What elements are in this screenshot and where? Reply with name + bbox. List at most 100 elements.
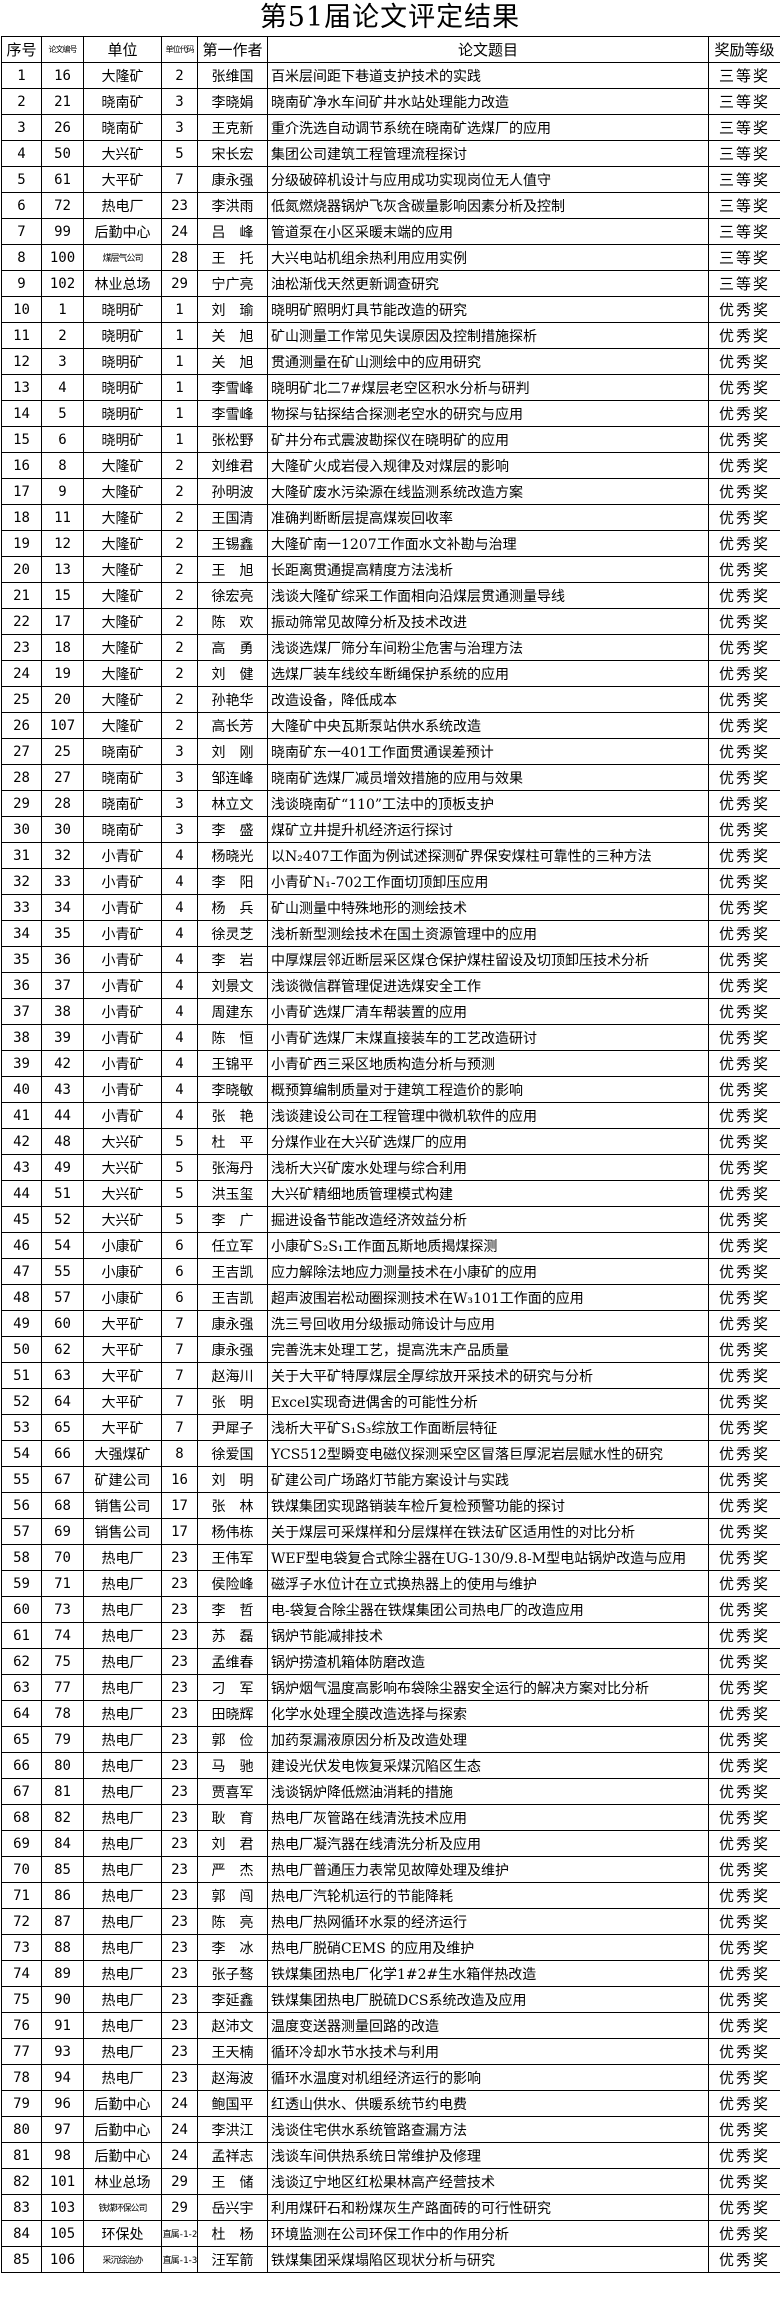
unit-code-cell: 1 — [161, 400, 198, 427]
paper-title-cell: 铁煤集团实现路销装车检斤复检预警功能的探讨 — [267, 1492, 709, 1519]
author-cell: 侯险峰 — [197, 1570, 268, 1597]
unit-code-cell: 2 — [161, 608, 198, 635]
table-row: 84 105 环保处 直属-1-2 杜 杨环境监测在公司环保工作中的作用分析 优秀奖 — [1, 2220, 780, 2247]
table-row: 42 48 大兴矿 5 杜 平分煤作业在大兴矿选煤厂的应用 优秀奖 — [1, 1128, 780, 1155]
unit-cell: 大隆矿 — [83, 478, 162, 505]
author-cell: 杜 平 — [197, 1128, 268, 1155]
award-cell: 优秀奖 — [708, 1570, 780, 1597]
paper-title-cell: 浅谈车间供热系统日常维护及修理 — [267, 2142, 709, 2169]
paper-no-cell: 42 — [41, 1050, 84, 1077]
column-header-paper-no: 论文编号 — [41, 36, 84, 63]
author-cell: 李 冰 — [197, 1934, 268, 1961]
table-row: 47 55 小康矿 6 王吉凯 应力解除法地应力测量技术在小康矿的应用 优秀奖 — [1, 1258, 780, 1285]
paper-title-cell: 小康矿S₂S₁工作面瓦斯地质揭煤探测 — [267, 1232, 709, 1259]
paper-no-cell: 1 — [41, 296, 84, 323]
author-cell: 陈 欢 — [197, 608, 268, 635]
unit-cell: 热电厂 — [83, 1596, 162, 1623]
award-cell: 优秀奖 — [708, 1388, 780, 1415]
serial-cell: 18 — [1, 504, 42, 531]
paper-no-cell: 69 — [41, 1518, 84, 1545]
header-row: 序号 论文编号 单位 单位代码 第一作者 论文题目 奖励等级 — [1, 36, 780, 63]
results-table-body: 1 16 大隆矿 2 张维国 百米层间距下巷道支护技术的实践 三等奖 2 21 晓南矿 3 李晓娟 晓南… — [1, 62, 780, 2273]
paper-title-cell: 应力解除法地应力测量技术在小康矿的应用 — [267, 1258, 709, 1285]
unit-cell: 采沉综治办 — [83, 2246, 162, 2273]
award-cell: 优秀奖 — [708, 426, 780, 453]
award-cell: 优秀奖 — [708, 1960, 780, 1987]
author-cell: 刘景文 — [197, 972, 268, 999]
table-row: 20 13 大隆矿 2 王 旭长距离贯通提高精度方法浅析 优秀奖 — [1, 556, 780, 583]
serial-cell: 33 — [1, 894, 42, 921]
award-cell: 优秀奖 — [708, 1362, 780, 1389]
paper-title-cell: 改造设备，降低成本 — [267, 686, 709, 713]
serial-cell: 60 — [1, 1596, 42, 1623]
unit-code-cell: 4 — [161, 868, 198, 895]
unit-code-cell: 17 — [161, 1518, 198, 1545]
table-row: 32 33 小青矿 4 李 阳小青矿N₁-702工作面切顶卸压应用 优秀奖 — [1, 868, 780, 895]
unit-cell: 热电厂 — [83, 1544, 162, 1571]
paper-title-cell: 重介洗选自动调节系统在晓南矿选煤厂的应用 — [267, 114, 709, 141]
unit-code-cell: 5 — [161, 140, 198, 167]
award-cell: 优秀奖 — [708, 1154, 780, 1181]
unit-code-cell: 2 — [161, 634, 198, 661]
award-cell: 优秀奖 — [708, 1128, 780, 1155]
author-cell: 赵海川 — [197, 1362, 268, 1389]
table-row: 80 97 后勤中心 24 李洪江 浅谈住宅供水系统管路查漏方法 优秀奖 — [1, 2116, 780, 2143]
paper-no-cell: 12 — [41, 530, 84, 557]
author-cell: 贾喜军 — [197, 1778, 268, 1805]
paper-no-cell: 38 — [41, 998, 84, 1025]
table-row: 38 39 小青矿 4 陈 恒小青矿选煤厂末煤直接装车的工艺改造研讨 优秀奖 — [1, 1024, 780, 1051]
author-cell: 孟祥志 — [197, 2142, 268, 2169]
paper-title-cell: 大兴电站机组余热利用应用实例 — [267, 244, 709, 271]
award-cell: 优秀奖 — [708, 1206, 780, 1233]
table-row: 41 44 小青矿 4 张 艳浅谈建设公司在工程管理中微机软件的应用 优秀奖 — [1, 1102, 780, 1129]
award-cell: 优秀奖 — [708, 1544, 780, 1571]
serial-cell: 10 — [1, 296, 42, 323]
paper-no-cell: 17 — [41, 608, 84, 635]
table-row: 59 71 热电厂 23 侯险峰 磁浮子水位计在立式换热器上的使用与维护 优秀奖 — [1, 1570, 780, 1597]
paper-no-cell: 51 — [41, 1180, 84, 1207]
paper-no-cell: 30 — [41, 816, 84, 843]
unit-cell: 晓明矿 — [83, 348, 162, 375]
unit-code-cell: 23 — [161, 1908, 198, 1935]
unit-code-cell: 4 — [161, 998, 198, 1025]
table-row: 72 87 热电厂 23 陈 亮热电厂热网循环水泵的经济运行 优秀奖 — [1, 1908, 780, 1935]
award-cell: 三等奖 — [708, 166, 780, 193]
award-cell: 优秀奖 — [708, 400, 780, 427]
unit-code-cell: 2 — [161, 582, 198, 609]
table-row: 78 94 热电厂 23 赵海波 循环水温度对机组经济运行的影响 优秀奖 — [1, 2064, 780, 2091]
author-cell: 关 旭 — [197, 322, 268, 349]
unit-cell: 小青矿 — [83, 842, 162, 869]
paper-title-cell: 红透山供水、供暖系统节约电费 — [267, 2090, 709, 2117]
paper-no-cell: 60 — [41, 1310, 84, 1337]
paper-title-cell: 锅炉捞渣机箱体防磨改造 — [267, 1648, 709, 1675]
unit-code-cell: 6 — [161, 1258, 198, 1285]
paper-no-cell: 64 — [41, 1388, 84, 1415]
paper-no-cell: 96 — [41, 2090, 84, 2117]
table-row: 70 85 热电厂 23 严 杰热电厂普通压力表常见故障处理及维护 优秀奖 — [1, 1856, 780, 1883]
author-cell: 李 盛 — [197, 816, 268, 843]
unit-cell: 大平矿 — [83, 1362, 162, 1389]
serial-cell: 31 — [1, 842, 42, 869]
unit-code-cell: 24 — [161, 2116, 198, 2143]
paper-title-cell: 百米层间距下巷道支护技术的实践 — [267, 62, 709, 89]
unit-cell: 小青矿 — [83, 868, 162, 895]
award-cell: 优秀奖 — [708, 374, 780, 401]
paper-title-cell: 热电厂汽轮机运行的节能降耗 — [267, 1882, 709, 1909]
unit-code-cell: 5 — [161, 1180, 198, 1207]
serial-cell: 48 — [1, 1284, 42, 1311]
paper-no-cell: 20 — [41, 686, 84, 713]
unit-code-cell: 7 — [161, 1362, 198, 1389]
serial-cell: 79 — [1, 2090, 42, 2117]
serial-cell: 43 — [1, 1154, 42, 1181]
author-cell: 刘维君 — [197, 452, 268, 479]
award-cell: 优秀奖 — [708, 1726, 780, 1753]
author-cell: 李 哲 — [197, 1596, 268, 1623]
table-row: 5 61 大平矿 7 康永强 分级破碎机设计与应用成功实现岗位无人值守 三等奖 — [1, 166, 780, 193]
author-cell: 王天楠 — [197, 2038, 268, 2065]
author-cell: 陈 亮 — [197, 1908, 268, 1935]
unit-code-cell: 23 — [161, 1882, 198, 1909]
table-row: 73 88 热电厂 23 李 冰热电厂脱硝CEMS 的应用及维护 优秀奖 — [1, 1934, 780, 1961]
table-row: 49 60 大平矿 7 康永强 洗三号回收用分级振动筛设计与应用 优秀奖 — [1, 1310, 780, 1337]
unit-cell: 小康矿 — [83, 1258, 162, 1285]
unit-cell: 大隆矿 — [83, 582, 162, 609]
